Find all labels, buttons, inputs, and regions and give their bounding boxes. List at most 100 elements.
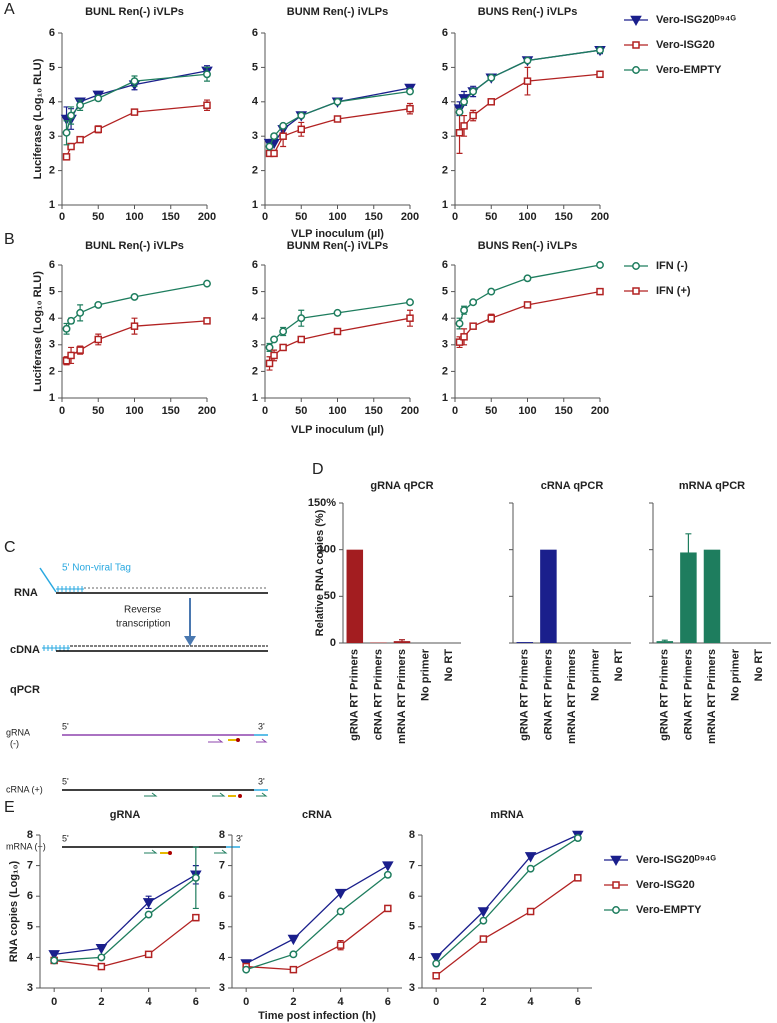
x-tick-label: 150 — [365, 211, 383, 223]
marker — [523, 77, 532, 85]
x-tick-label: mRNA RT Primers — [706, 649, 718, 744]
y-tick-label: 100 — [318, 544, 336, 556]
marker — [62, 324, 71, 333]
y-tick-label: 2 — [442, 365, 448, 377]
marker — [62, 153, 71, 161]
y-tick-label: 2 — [49, 165, 55, 177]
strand-label: mRNA (+) — [6, 841, 46, 851]
series-line — [245, 874, 389, 971]
marker — [336, 907, 345, 916]
y-tick-label: 5 — [252, 61, 258, 73]
y-tick-label: 3 — [442, 339, 448, 351]
marker — [67, 351, 75, 360]
x-tick-label: 150 — [162, 211, 180, 223]
marker — [50, 956, 59, 965]
marker — [596, 261, 604, 269]
marker — [479, 916, 488, 925]
marker — [432, 959, 441, 968]
y-axis-label: Relative RNA copies (%) — [314, 509, 326, 636]
bar — [703, 549, 721, 643]
series-line — [54, 874, 197, 955]
x-tick-label: 100 — [125, 405, 143, 417]
marker — [287, 934, 300, 946]
panel-title: BUNS Ren(-) iVLPs — [478, 240, 578, 252]
panel-title: BUNL Ren(-) iVLPs — [85, 240, 184, 252]
marker — [469, 111, 477, 120]
five-prime: 5' — [62, 721, 69, 731]
marker — [612, 906, 620, 914]
x-tick-label: 200 — [591, 211, 609, 223]
marker — [144, 950, 153, 959]
marker — [95, 943, 108, 955]
x-tick-label: 0 — [452, 211, 458, 223]
marker — [265, 343, 274, 352]
marker — [382, 861, 394, 872]
y-tick-label: 5 — [49, 61, 55, 73]
series-line — [459, 290, 601, 343]
x-tick-label: 100 — [518, 405, 536, 417]
x-tick-label: 50 — [485, 211, 497, 223]
marker — [297, 111, 306, 120]
x-tick-label: gRNA RT Primers — [659, 649, 671, 741]
series-line — [246, 907, 389, 971]
probe-dot — [238, 794, 242, 798]
y-tick-label: 5 — [442, 61, 448, 73]
x-axis-label: Time post infection (h) — [258, 1010, 376, 1022]
legend-label: IFN (+) — [656, 285, 691, 297]
marker — [333, 308, 342, 317]
marker — [279, 121, 288, 130]
y-tick-label: 1 — [442, 392, 448, 404]
x-tick-label: 0 — [59, 211, 65, 223]
panel-title: BUNM Ren(-) iVLPs — [287, 6, 388, 18]
marker — [469, 298, 478, 307]
y-tick-label: 8 — [27, 829, 33, 841]
marker — [406, 104, 414, 113]
tag-hatch — [42, 645, 70, 651]
panel-title: BUNS Ren(-) iVLPs — [478, 6, 578, 18]
y-tick-label: 5 — [409, 921, 415, 933]
marker — [469, 322, 477, 330]
x-tick-label: 50 — [295, 405, 307, 417]
y-tick-label: 8 — [219, 829, 225, 841]
marker — [333, 115, 342, 123]
marker — [526, 864, 535, 873]
five-prime: 5' — [62, 776, 69, 786]
marker — [632, 41, 640, 49]
legend-label: Vero-ISG20ᴰ⁹⁴ᴳ — [636, 854, 716, 866]
panel-title: gRNA — [110, 809, 141, 821]
marker — [289, 950, 298, 959]
x-tick-label: No primer — [730, 648, 742, 701]
y-tick-label: 0 — [330, 637, 336, 649]
y-tick-label: 4 — [219, 951, 226, 963]
marker — [242, 965, 251, 974]
y-tick-label: 2 — [252, 165, 258, 177]
x-tick-label: 200 — [401, 211, 419, 223]
panel-letter: A — [4, 1, 15, 18]
marker — [270, 149, 278, 158]
marker — [144, 910, 153, 919]
marker — [406, 87, 414, 96]
marker — [596, 46, 604, 55]
marker — [203, 70, 211, 79]
marker — [630, 15, 642, 27]
y-tick-label: 1 — [49, 392, 55, 404]
legend-label: Vero-ISG20ᴰ⁹⁴ᴳ — [656, 14, 736, 26]
marker — [297, 314, 306, 323]
marker — [297, 335, 305, 344]
probe-dot — [236, 738, 240, 742]
tag-line — [39, 567, 57, 593]
marker — [432, 972, 440, 980]
series-line — [54, 877, 197, 962]
marker — [632, 287, 640, 295]
marker — [383, 870, 392, 879]
y-tick-label: 7 — [219, 860, 225, 872]
marker — [67, 111, 76, 120]
marker — [455, 108, 464, 117]
y-tick-label: 3 — [219, 982, 225, 994]
marker — [279, 343, 287, 352]
marker — [479, 935, 488, 943]
bar — [680, 552, 697, 643]
panel-letter: D — [312, 461, 324, 478]
y-tick-label: 4 — [49, 96, 56, 108]
marker — [94, 300, 103, 309]
